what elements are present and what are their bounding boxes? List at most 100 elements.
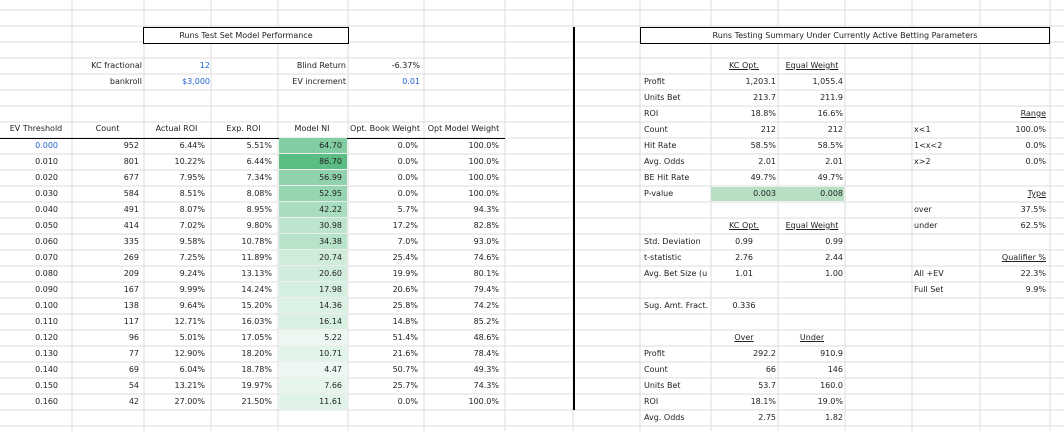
kc-opt-header: KC Opt. xyxy=(729,221,759,230)
under-value: 160.0 xyxy=(820,381,843,390)
model-ni-heat-cell xyxy=(279,218,347,233)
summary-kc-value: 1,203.1 xyxy=(745,77,776,86)
model-ni-heat-cell xyxy=(279,282,347,297)
table-cell: 5.51% xyxy=(246,141,272,150)
summary-kc-value: 0.003 xyxy=(753,189,776,198)
over-value: 292.2 xyxy=(753,349,776,358)
table-cell: 7.34% xyxy=(246,173,272,182)
qualifier-header: Qualifier % xyxy=(1001,253,1046,262)
table-cell: 0.050 xyxy=(35,221,58,230)
table-cell: 7.02% xyxy=(179,221,205,230)
table-cell: 100.0% xyxy=(468,189,499,198)
summary-kc-value: 58.5% xyxy=(750,141,776,150)
table-cell: 94.3% xyxy=(473,205,499,214)
table-cell: 25.7% xyxy=(392,381,418,390)
table-cell: 51.4% xyxy=(392,333,418,342)
model-ni-heat-cell xyxy=(279,170,347,185)
ev-increment-value[interactable]: 0.01 xyxy=(402,77,420,86)
bankroll-value[interactable]: $3,000 xyxy=(182,77,210,86)
table-cell: 18.78% xyxy=(241,365,272,374)
stat-label: t-statistic xyxy=(644,253,682,262)
model-ni-heat-cell xyxy=(279,378,347,393)
summary-kc-value: 49.7% xyxy=(750,173,776,182)
table-cell: 20.74 xyxy=(319,253,342,262)
table-cell: 10.22% xyxy=(174,157,205,166)
table-cell: 18.20% xyxy=(241,349,272,358)
ou-label: ROI xyxy=(644,397,659,406)
ou-label: Profit xyxy=(644,349,665,358)
table-cell: 4.47 xyxy=(324,365,342,374)
range-label: x>2 xyxy=(914,157,931,166)
table-cell: 34.38 xyxy=(319,237,342,246)
summary-kc-value: 2.01 xyxy=(758,157,776,166)
table-cell: 9.24% xyxy=(179,269,205,278)
over-value: 53.7 xyxy=(758,381,776,390)
table-cell: 100.0% xyxy=(468,397,499,406)
table-cell: 0.040 xyxy=(35,205,58,214)
table-cell: 20.60 xyxy=(319,269,342,278)
summary-equal-value: 0.008 xyxy=(820,189,843,198)
table-cell: 17.05% xyxy=(241,333,272,342)
table-cell: 0.020 xyxy=(35,173,58,182)
table-cell: 6.04% xyxy=(179,365,205,374)
table-cell: 0.030 xyxy=(35,189,58,198)
kc-opt-header: KC Opt. xyxy=(729,61,759,70)
stat-equal-value: 2.44 xyxy=(825,253,843,262)
table-cell: 21.50% xyxy=(241,397,272,406)
table-cell: 7.66 xyxy=(324,381,342,390)
table-cell: 5.01% xyxy=(179,333,205,342)
table-cell: 14.36 xyxy=(319,301,342,310)
table-cell: 7.25% xyxy=(179,253,205,262)
header-underline xyxy=(0,138,505,139)
range-value: 100.0% xyxy=(1015,125,1046,134)
table-cell: 86.70 xyxy=(319,157,342,166)
table-cell: 5.7% xyxy=(397,205,418,214)
table-cell: 42 xyxy=(128,397,139,406)
sug-amt-value: 0.336 xyxy=(732,301,756,310)
table-cell: 49.3% xyxy=(473,365,499,374)
table-cell: 0.0% xyxy=(397,189,418,198)
table-cell: 82.8% xyxy=(473,221,499,230)
table-cell: 0.090 xyxy=(35,285,58,294)
model-ni-heat-cell xyxy=(279,154,347,169)
table-cell: 7.95% xyxy=(179,173,205,182)
table-cell: 6.44% xyxy=(246,157,272,166)
qualifier-value: 9.9% xyxy=(1025,285,1046,294)
table-cell: 48.6% xyxy=(473,333,499,342)
under-header: Under xyxy=(799,333,825,342)
model-ni-heat-cell xyxy=(279,346,347,361)
table-cell: 0.120 xyxy=(35,333,58,342)
ou-label: Units Bet xyxy=(644,381,681,390)
table-cell: 209 xyxy=(123,269,139,278)
blind-return-value: -6.37% xyxy=(391,61,420,70)
summary-equal-value: 1,055.4 xyxy=(812,77,843,86)
kc-fractional-value[interactable]: 12 xyxy=(199,61,210,70)
table-cell: 56.99 xyxy=(319,173,342,182)
table-cell: 12.71% xyxy=(174,317,205,326)
table-cell: 10.78% xyxy=(241,237,272,246)
ou-label: Count xyxy=(644,365,668,374)
table-cell: 0.160 xyxy=(35,397,58,406)
column-header: EV Threshold xyxy=(9,124,63,133)
summary-label: BE Hit Rate xyxy=(644,173,690,182)
summary-equal-value: 16.6% xyxy=(817,109,843,118)
over-value: 66 xyxy=(765,365,776,374)
table-cell: 414 xyxy=(123,221,139,230)
summary-label: Avg. Odds xyxy=(644,157,685,166)
column-header: Model NI xyxy=(294,124,330,133)
under-value: 19.0% xyxy=(817,397,843,406)
table-cell: 54 xyxy=(128,381,139,390)
table-cell: 677 xyxy=(123,173,139,182)
model-ni-heat-cell xyxy=(279,330,347,345)
under-value: 910.9 xyxy=(820,349,843,358)
table-cell: 16.03% xyxy=(241,317,272,326)
table-cell: 0.000 xyxy=(35,141,58,150)
model-ni-heat-cell xyxy=(279,266,347,281)
table-cell: 17.2% xyxy=(392,221,418,230)
table-cell: 11.89% xyxy=(241,253,272,262)
table-cell: 74.3% xyxy=(473,381,499,390)
table-cell: 952 xyxy=(123,141,139,150)
table-cell: 93.0% xyxy=(473,237,499,246)
bankroll-label: bankroll xyxy=(109,77,142,86)
summary-kc-value: 213.7 xyxy=(753,93,776,102)
